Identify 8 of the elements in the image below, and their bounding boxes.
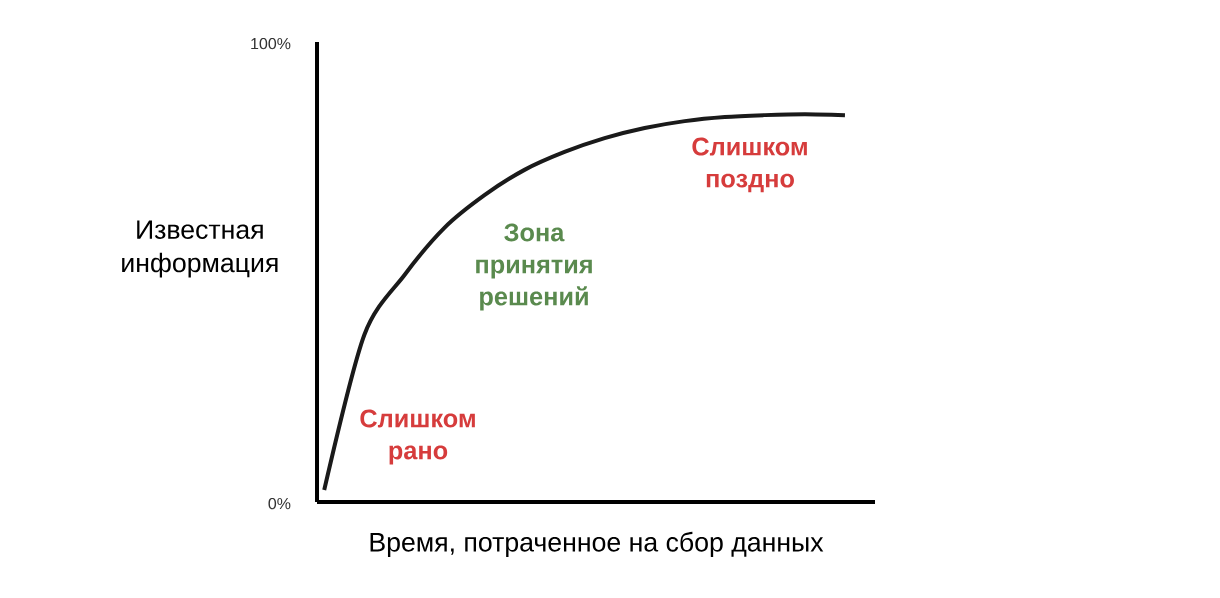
- annotation: Слишком поздно: [692, 137, 807, 193]
- y-tick-label: 100%: [251, 37, 291, 50]
- line-series: [322, 112, 847, 493]
- annotation: Зона принятия решений: [476, 223, 592, 311]
- y-axis-title: Известная информация: [122, 220, 278, 278]
- x-axis-title: Время, потраченное на сбор данных: [370, 531, 824, 557]
- annotation: Слишком рано: [360, 409, 475, 465]
- y-tick-label: 0%: [268, 497, 291, 510]
